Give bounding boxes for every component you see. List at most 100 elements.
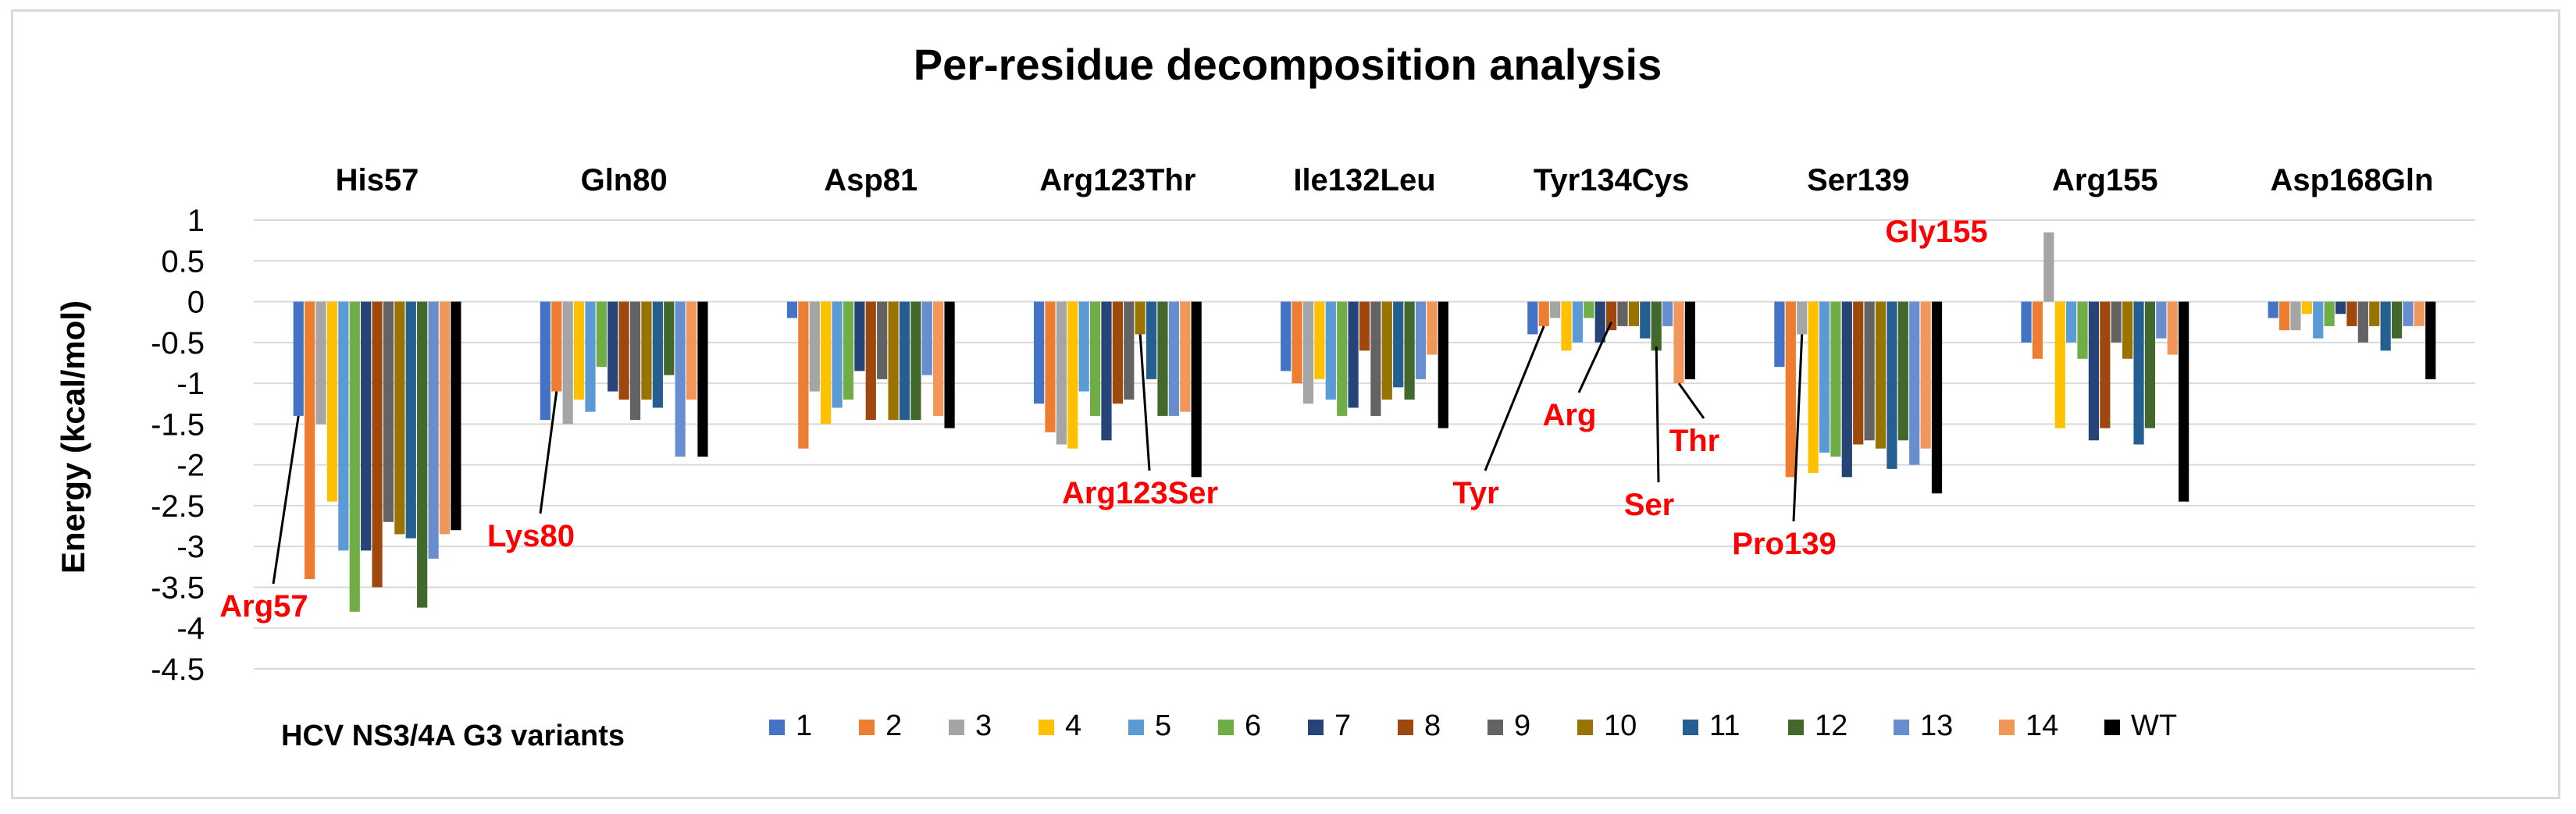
y-tick-label: -4.5 [151,652,205,687]
bar [1920,301,1931,449]
bar [1808,301,1819,474]
annotation-label: Thr [1669,424,1719,458]
bar [1112,301,1123,404]
bar [349,301,360,612]
bar [2290,301,2301,331]
category-label: His57 [336,163,419,197]
legend-label: 12 [1815,709,1847,742]
legend-swatch [1894,720,1909,735]
annotation-label: Tyr [1452,476,1498,510]
bar [786,301,798,318]
bar [1853,301,1864,445]
bar [2066,301,2077,343]
bar [451,301,461,531]
category-label: Ser139 [1807,163,1909,197]
bar [305,301,315,579]
legend-label: 4 [1065,709,1081,742]
bar [910,301,921,421]
legend-swatch [1398,720,1413,735]
bar [2156,301,2167,339]
legend-title: HCV NS3/4A G3 variants [281,720,625,752]
annotation-label: Lys80 [487,519,575,553]
bar [1774,301,1785,368]
y-tick-label: -2.5 [151,489,205,524]
y-tick-label: 0.5 [161,244,205,279]
bar [843,301,854,400]
legend-swatch [1488,720,1503,735]
annotation-leader-line [1655,347,1660,483]
annotation-label: Pro139 [1732,527,1836,561]
bar [1527,301,1538,335]
bar [1785,301,1796,478]
legend-label: 1 [796,709,812,742]
legend-label: 13 [1920,709,1953,742]
bar [1651,301,1662,351]
bar [1830,301,1841,457]
bar [944,301,955,428]
category-label: Asp168Gln [2270,163,2433,197]
bar [629,301,641,421]
legend-swatch [949,720,964,735]
bar [2301,301,2312,315]
bar [809,301,820,392]
legend-swatch [2104,720,2120,735]
bar [1067,301,1078,449]
legend-label: 11 [1709,709,1740,742]
legend-swatch [1999,720,2015,735]
bar [1314,301,1325,379]
bar [2313,301,2324,339]
bar [2133,301,2144,445]
category-labels: His57 Gln80 Asp81 Arg123Thr Ile132Leu Tyr134C… [336,163,2434,197]
bar [1594,301,1605,343]
bar [2179,301,2189,502]
bar [1348,301,1359,408]
annotation-leader-line [1484,325,1545,471]
bar [2032,301,2043,359]
bar [865,301,876,421]
legend-label: 9 [1514,709,1530,742]
annotation-leader-line [1792,334,1804,522]
bar [372,301,383,588]
bar [1157,301,1168,416]
bar [2144,301,2156,428]
bar [1673,301,1684,384]
bar [2111,301,2122,343]
bar [1078,301,1089,392]
bar [652,301,663,408]
annotation-label: Ser [1624,488,1675,522]
bar [2268,301,2278,318]
bar [1684,301,1696,379]
bar [1640,301,1651,339]
bar [338,301,349,551]
annotation-leader-line [272,415,300,585]
bar [1089,301,1101,416]
bar [1281,301,1292,371]
category-label: Gln80 [581,163,668,197]
legend-swatch [769,720,785,735]
bar [2403,301,2414,326]
category-label: Ile132Leu [1293,163,1435,197]
legend-label: 3 [975,709,992,742]
bar [2335,301,2346,315]
bar [1370,301,1381,416]
y-tick-label: -3 [176,530,205,564]
bar [664,301,675,375]
legend-swatch [1039,720,1054,735]
bar [585,301,596,412]
annotation-leader-line [1577,322,1612,393]
bar [1124,301,1135,400]
bar [2414,301,2425,326]
y-tick-label: -0.5 [151,326,205,361]
bar [798,301,809,449]
bar [1191,301,1202,478]
bar [2077,301,2088,359]
bar [417,301,428,608]
y-tick-label: -3.5 [151,571,205,605]
bar [596,301,607,368]
bar [1606,301,1617,331]
bar [540,301,550,421]
bar [1550,301,1561,318]
bar [394,301,405,535]
bar [1415,301,1427,379]
annotation-label: Arg [1543,398,1597,432]
